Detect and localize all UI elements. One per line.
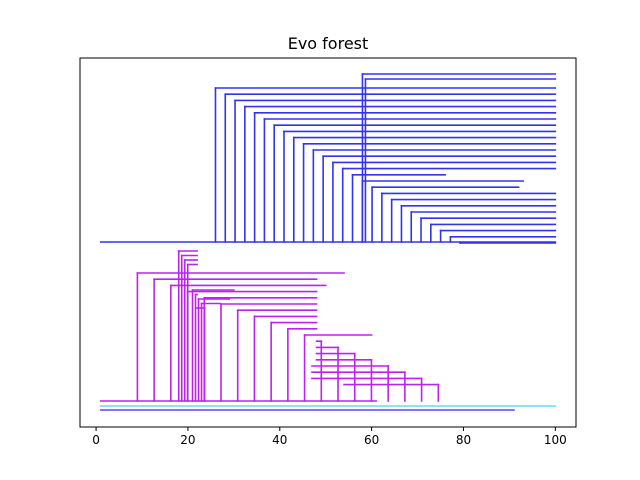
x-tick-label-1: 20: [180, 433, 195, 447]
x-tick-label-2: 40: [272, 433, 287, 447]
x-tick-label-4: 80: [456, 433, 471, 447]
x-tick-label-5: 100: [544, 433, 567, 447]
x-tick-label-0: 0: [92, 433, 100, 447]
x-axis: 0 20 40 60 80 100: [92, 427, 567, 447]
chart-title: Evo forest: [288, 34, 369, 53]
x-tick-label-3: 60: [364, 433, 379, 447]
plot-frame: [79, 57, 577, 428]
tree-lines: [99, 73, 557, 411]
